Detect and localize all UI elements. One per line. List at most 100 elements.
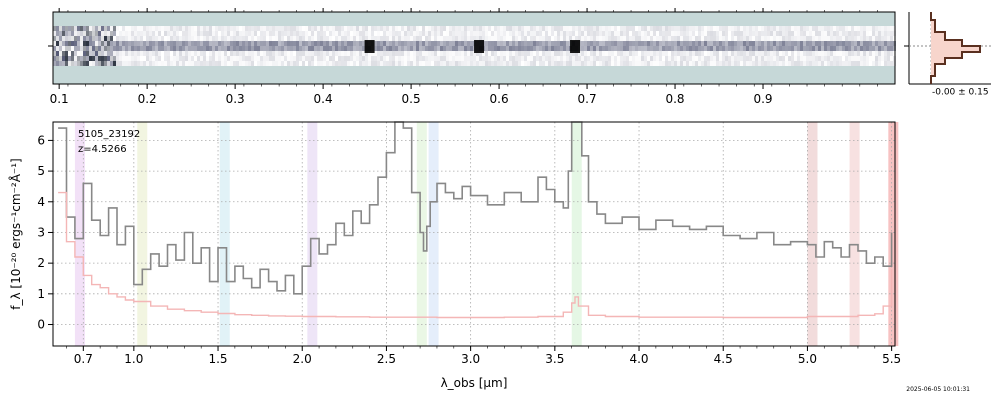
trace-pixel (119, 51, 122, 56)
trace-pixel (59, 46, 62, 51)
trace-pixel (209, 36, 212, 41)
trace-pixel (113, 56, 116, 61)
trace-pixel (857, 41, 860, 46)
trace-pixel (863, 46, 866, 51)
trace-pixel (482, 26, 485, 31)
trace-pixel (701, 36, 704, 41)
trace-pixel (659, 36, 662, 41)
trace-pixel (707, 46, 710, 51)
trace-pixel (683, 31, 686, 36)
trace-pixel (830, 46, 833, 51)
trace-pixel (788, 61, 791, 66)
trace-pixel (638, 36, 641, 41)
trace-pixel (107, 26, 110, 31)
trace-pixel (584, 46, 587, 51)
trace-pixel (221, 36, 224, 41)
trace-pixel (332, 26, 335, 31)
trace-pixel (254, 26, 257, 31)
trace-pixel (239, 46, 242, 51)
trace-pixel (218, 46, 221, 51)
trace-pixel (614, 46, 617, 51)
trace-pixel (65, 41, 68, 46)
trace-pixel (593, 31, 596, 36)
trace-pixel (260, 31, 263, 36)
trace-pixel (437, 46, 440, 51)
trace-pixel (245, 56, 248, 61)
trace-pixel (503, 26, 506, 31)
trace-pixel (554, 41, 557, 46)
trace-pixel (266, 26, 269, 31)
trace-pixel (839, 36, 842, 41)
trace-pixel (449, 31, 452, 36)
trace-pixel (809, 51, 812, 56)
x-tick-label: 5.0 (798, 352, 817, 366)
trace-pixel (722, 56, 725, 61)
trace-pixel (287, 36, 290, 41)
trace-pixel (320, 51, 323, 56)
trace-pixel (296, 31, 299, 36)
trace-pixel (485, 41, 488, 46)
trace-pixel (248, 41, 251, 46)
trace-pixel (317, 46, 320, 51)
trace-pixel (95, 61, 98, 66)
trace-pixel (854, 41, 857, 46)
trace-pixel (233, 36, 236, 41)
trace-pixel (563, 36, 566, 41)
trace-pixel (206, 61, 209, 66)
trace-pixel (122, 46, 125, 51)
trace-pixel (833, 26, 836, 31)
trace-pixel (407, 46, 410, 51)
trace-pixel (485, 51, 488, 56)
trace-pixel (539, 31, 542, 36)
trace-pixel (62, 56, 65, 61)
trace-pixel (137, 41, 140, 46)
trace-pixel (209, 46, 212, 51)
trace-pixel (413, 56, 416, 61)
trace-pixel (632, 46, 635, 51)
trace-pixel (275, 51, 278, 56)
trace-pixel (170, 26, 173, 31)
trace-pixel (656, 61, 659, 66)
trace-pixel (875, 56, 878, 61)
trace-pixel (86, 41, 89, 46)
trace-pixel (359, 36, 362, 41)
trace-pixel (509, 31, 512, 36)
trace-pixel (698, 31, 701, 36)
trace-pixel (77, 41, 80, 46)
trace-pixel (173, 51, 176, 56)
trace-pixel (71, 26, 74, 31)
trace-pixel (497, 26, 500, 31)
trace-pixel (272, 46, 275, 51)
trace-pixel (710, 31, 713, 36)
trace-pixel (98, 56, 101, 61)
trace-pixel (782, 61, 785, 66)
trace-pixel (788, 46, 791, 51)
line-band (74, 122, 85, 346)
trace-pixel (434, 41, 437, 46)
trace-pixel (773, 51, 776, 56)
trace-pixel (629, 41, 632, 46)
trace-pixel (569, 31, 572, 36)
trace-pixel (887, 41, 890, 46)
trace-pixel (122, 51, 125, 56)
trace-pixel (173, 26, 176, 31)
trace-pixel (104, 56, 107, 61)
trace-pixel (752, 56, 755, 61)
x-tick-label: 5.5 (882, 352, 901, 366)
trace-pixel (692, 31, 695, 36)
trace-pixel (671, 36, 674, 41)
trace-pixel (713, 31, 716, 36)
trace-pixel (365, 36, 368, 41)
trace-pixel (689, 51, 692, 56)
trace-pixel (827, 61, 830, 66)
trace-pixel (842, 61, 845, 66)
trace-pixel (404, 56, 407, 61)
trace-pixel (698, 56, 701, 61)
trace-pixel (503, 56, 506, 61)
trace-pixel (299, 56, 302, 61)
trace-pixel (704, 31, 707, 36)
trace-pixel (302, 46, 305, 51)
trace-pixel (869, 46, 872, 51)
trace-pixel (149, 36, 152, 41)
trace-pixel (419, 31, 422, 36)
